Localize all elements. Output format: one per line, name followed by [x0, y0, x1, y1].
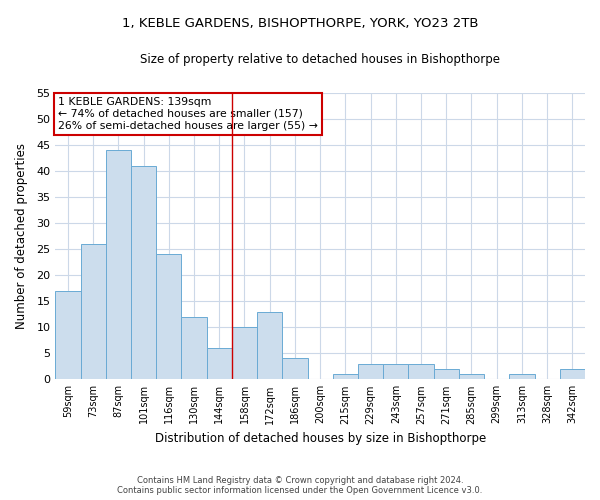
Bar [333, 374, 358, 380]
Bar [283, 358, 308, 380]
Title: Size of property relative to detached houses in Bishopthorpe: Size of property relative to detached ho… [140, 52, 500, 66]
Y-axis label: Number of detached properties: Number of detached properties [15, 143, 28, 329]
Bar [131, 166, 156, 380]
Bar [156, 254, 181, 380]
Bar [459, 374, 484, 380]
Text: 1 KEBLE GARDENS: 139sqm
← 74% of detached houses are smaller (157)
26% of semi-d: 1 KEBLE GARDENS: 139sqm ← 74% of detache… [58, 98, 318, 130]
Bar [383, 364, 409, 380]
Text: Contains HM Land Registry data © Crown copyright and database right 2024.
Contai: Contains HM Land Registry data © Crown c… [118, 476, 482, 495]
Bar [55, 291, 80, 380]
Bar [206, 348, 232, 380]
Bar [358, 364, 383, 380]
Bar [509, 374, 535, 380]
Bar [106, 150, 131, 380]
Bar [257, 312, 283, 380]
Text: 1, KEBLE GARDENS, BISHOPTHORPE, YORK, YO23 2TB: 1, KEBLE GARDENS, BISHOPTHORPE, YORK, YO… [122, 18, 478, 30]
Bar [409, 364, 434, 380]
Bar [232, 328, 257, 380]
Bar [80, 244, 106, 380]
Bar [181, 317, 206, 380]
Bar [560, 369, 585, 380]
Bar [434, 369, 459, 380]
X-axis label: Distribution of detached houses by size in Bishopthorpe: Distribution of detached houses by size … [155, 432, 486, 445]
